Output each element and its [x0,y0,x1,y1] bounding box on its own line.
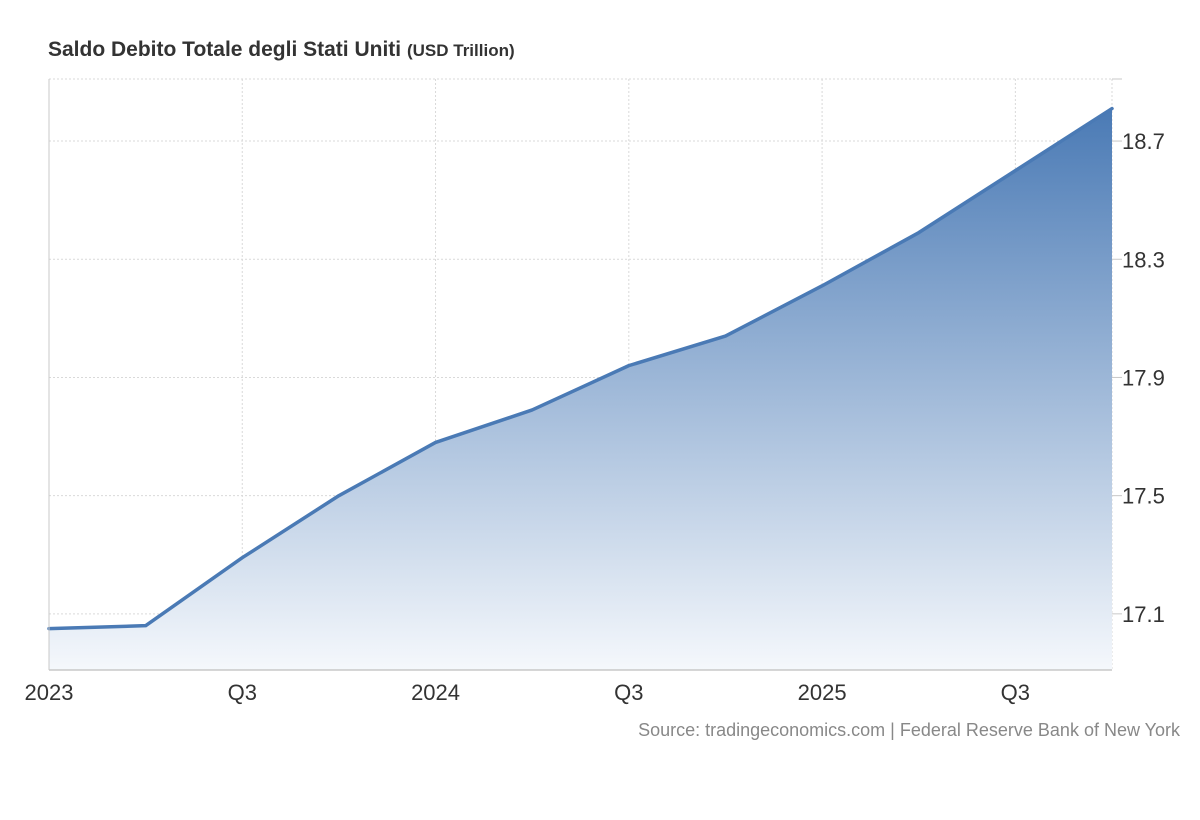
x-tick-label: Q3 [228,680,257,705]
x-tick-label: Q3 [614,680,643,705]
series-line [47,106,1114,631]
plot-area [47,106,1114,671]
y-tick-label: 18.7 [1122,129,1165,154]
x-tick-label: Q3 [1001,680,1030,705]
axes: 17.1 17.5 17.9 18.3 18.7 2023 Q3 2024 Q3 2025 Q3 [25,78,1165,705]
y-tick-label: 17.1 [1122,602,1165,627]
title-text: Saldo Debito Totale degli Stati Uniti [48,38,402,61]
title-unit: (USD Trillion) [406,41,515,60]
source-credit: Source: tradingeconomics.com | Federal R… [638,720,1180,740]
x-tick-label: 2023 [25,680,74,705]
chart-title: Saldo Debito Totale degli Stati Uniti (U… [48,38,515,62]
y-tick-label: 17.5 [1122,484,1165,509]
y-tick-label: 18.3 [1122,247,1165,272]
y-tick-label: 17.9 [1122,365,1165,390]
x-tick-label: 2024 [411,680,460,705]
x-tick-label: 2025 [798,680,847,705]
